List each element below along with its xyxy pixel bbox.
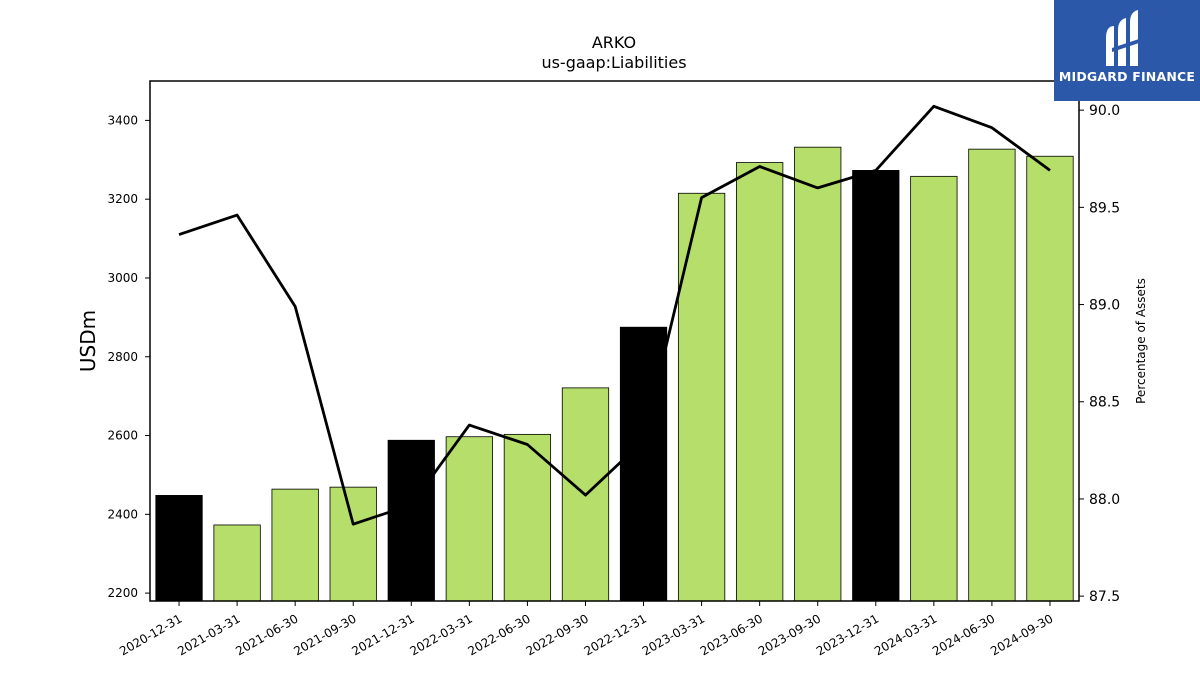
bar-2023-09-30: [794, 146, 842, 602]
bars-group: [155, 146, 1074, 602]
bar-2021-03-31: [213, 524, 261, 602]
y2-tick-label: 89.0: [1089, 298, 1120, 314]
x-tick-label: 2022-03-31: [407, 611, 474, 658]
x-tick-label: 2021-03-31: [175, 611, 242, 658]
plot-frame: [149, 80, 1080, 602]
line-group: [178, 104, 1051, 526]
bar-2022-06-30: [503, 433, 552, 602]
left-axis: 2200 2400 2600 2800 3000 3200 3400: [107, 113, 150, 600]
y-tick-label: 2400: [107, 507, 138, 521]
x-tick-label: 2023-12-31: [814, 611, 881, 658]
x-tick-label: 2021-12-31: [349, 611, 416, 658]
x-tick-label: 2022-12-31: [582, 611, 649, 658]
bar-2021-12-31: [387, 439, 435, 602]
bar-2023-06-30: [736, 162, 784, 602]
x-tick-label: 2022-09-30: [524, 611, 591, 658]
y2-tick-label: 89.5: [1089, 200, 1120, 216]
logo-icon: [1106, 10, 1142, 66]
x-tick-label: 2021-06-30: [233, 611, 300, 658]
right-axis: 87.5 88.0 88.5 89.0 89.5 90.0: [1079, 103, 1120, 605]
bar-2022-03-31: [445, 436, 493, 602]
chart-subtitle: us-gaap:Liabilities: [541, 53, 686, 72]
y-axis-label: USDm: [76, 310, 100, 372]
x-tick-label: 2024-06-30: [930, 611, 997, 658]
bar-2023-03-31: [677, 192, 726, 602]
y-tick-label: 3000: [107, 271, 138, 285]
bar-2020-12-31: [155, 495, 203, 602]
x-tick-label: 2023-09-30: [756, 611, 823, 658]
bar-2024-06-30: [968, 148, 1016, 602]
y-tick-label: 2200: [107, 586, 138, 600]
y2-tick-label: 88.5: [1089, 395, 1120, 411]
chart-title: ARKO: [592, 33, 636, 52]
y2-tick-label: 88.0: [1089, 492, 1120, 508]
x-tick-label: 2023-06-30: [698, 611, 765, 658]
bar-2021-09-30: [329, 486, 377, 602]
bar-2024-09-30: [1026, 155, 1074, 602]
bar-2023-12-31: [852, 170, 900, 602]
y2-tick-label: 87.5: [1089, 589, 1120, 605]
x-tick-label: 2024-09-30: [988, 611, 1055, 658]
y-tick-label: 2600: [107, 429, 138, 443]
x-tick-label: 2023-03-31: [640, 611, 707, 658]
y2-tick-label: 90.0: [1089, 103, 1120, 119]
y-tick-label: 2800: [107, 350, 138, 364]
logo-text: MIDGARD FINANCE: [1058, 69, 1196, 84]
logo: MIDGARD FINANCE: [1054, 0, 1200, 101]
x-tick-label: 2022-06-30: [466, 611, 533, 658]
x-axis: 2020-12-312021-03-312021-06-302021-09-30…: [117, 601, 1055, 658]
y-tick-label: 3400: [107, 113, 138, 127]
percentage-line: [178, 104, 1051, 526]
x-tick-label: 2021-09-30: [291, 611, 358, 658]
bar-2024-03-31: [910, 175, 958, 602]
x-tick-label: 2024-03-31: [872, 611, 939, 658]
bar-2021-06-30: [271, 488, 319, 602]
y-tick-label: 3200: [107, 192, 138, 206]
y2-axis-label: Percentage of Assets: [1134, 278, 1148, 404]
x-tick-label: 2020-12-31: [117, 611, 184, 658]
